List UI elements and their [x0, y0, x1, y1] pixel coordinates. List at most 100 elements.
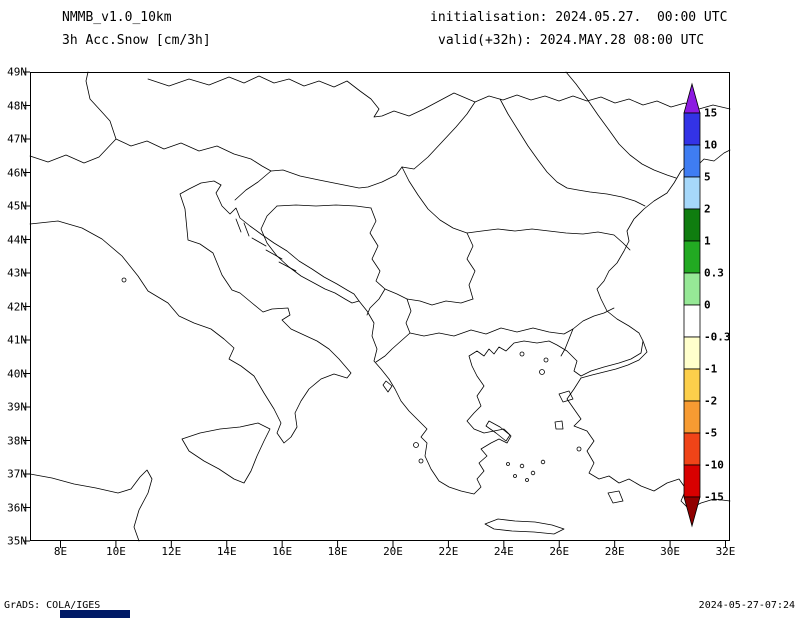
colorbar-tick-label: 0.3: [704, 266, 724, 280]
colorbar-arrow-bottom: [683, 496, 701, 528]
island-rhodes: [607, 490, 624, 504]
lon-tick-label: 12E: [161, 545, 182, 558]
border-austria-italy-slovenia: [115, 138, 272, 172]
island-cyclades-3: [540, 459, 546, 465]
colorbar-segment: [683, 176, 701, 210]
lon-tick-label: 20E: [383, 545, 403, 558]
border-dniester: [565, 71, 677, 179]
island-lesbos: [558, 390, 574, 403]
border-bosnia-west: [260, 205, 360, 304]
init-time: initialisation: 2024.05.27. 00:00 UTC: [430, 10, 728, 25]
colorbar-tick-label: 0: [704, 298, 711, 312]
lat-tick-label: 36N: [7, 501, 27, 514]
islands-croatian-5: [243, 222, 250, 237]
lat-tick-label: 39N: [7, 400, 27, 414]
border-kosovo-macedonia: [384, 288, 474, 306]
colorbar-segment: [683, 304, 701, 338]
border-north-czech-slovakia-hungary: [147, 75, 476, 118]
border-prut-moldova: [499, 98, 646, 207]
valid-time: valid(+32h): 2024.MAY.28 08:00 UTC: [438, 33, 705, 48]
colorbar-segment: [683, 464, 701, 498]
colorbar-segment: [683, 400, 701, 434]
lon-tick-label: 16E: [272, 545, 293, 558]
colorbar-tick-label: 10: [704, 138, 718, 152]
island-corfu: [382, 380, 393, 393]
lon-tick-label: 28E: [604, 545, 625, 558]
lat-tick-label: 45N: [7, 199, 27, 213]
colorbar-tick-label: -5: [704, 426, 718, 440]
axis-ticks: [23, 71, 727, 548]
island-elba: [121, 277, 127, 283]
lat-tick-label: 35N: [7, 534, 27, 548]
colorbar-tick-label: 15: [704, 106, 718, 120]
map-frame: [30, 72, 730, 541]
island-limnos: [539, 369, 545, 375]
colorbar-segment: [683, 272, 701, 306]
island-cyclades-2: [530, 470, 536, 476]
border-danube-romania-bulgaria: [466, 228, 631, 251]
colorbar-segment: [683, 432, 701, 466]
colorbar-segment: [683, 240, 701, 274]
colorbar-tick-label: -10: [704, 458, 724, 472]
colorbar-tick-label: 1: [704, 234, 711, 248]
lat-tick-label: 46N: [7, 166, 27, 179]
grads-logo: [60, 610, 130, 618]
coastline-marmara-south: [580, 340, 648, 379]
island-crete: [484, 518, 565, 535]
colorbar-tick-label: -2: [704, 394, 718, 408]
lon-tick-label: 10E: [105, 545, 126, 558]
colorbar-segment: [683, 112, 701, 146]
island-cyclades-5: [506, 462, 510, 466]
lat-tick-label: 41N: [7, 333, 27, 347]
island-samothrace: [543, 357, 549, 363]
border-slovenia-croatia-hungary: [234, 166, 403, 201]
coastlines: [29, 149, 731, 542]
coastline-balkans-greece-blacksea: [215, 149, 731, 495]
island-kefalonia: [413, 442, 419, 448]
lat-tick-label: 42N: [7, 300, 27, 313]
lat-tick-label: 38N: [7, 434, 27, 447]
border-ukraine-north: [474, 94, 731, 110]
variable-title: 3h Acc.Snow [cm/3h]: [62, 33, 211, 48]
colorbar-arrow-top: [683, 82, 701, 114]
border-bulgaria-turkey: [572, 307, 615, 330]
lat-tick-label: 48N: [7, 99, 27, 112]
lat-tick-label: 40N: [7, 367, 27, 380]
island-sicily: [181, 422, 271, 484]
border-sava-croatia-bosnia: [276, 204, 372, 209]
border-albania-greece: [375, 332, 411, 363]
islands-croatian-1: [251, 237, 267, 247]
lat-tick-label: 44N: [7, 233, 27, 246]
border-alps-west: [29, 71, 117, 164]
country-borders: [29, 71, 731, 363]
map-canvas: [23, 71, 731, 548]
border-greece-turkey: [560, 328, 574, 357]
colorbar-segment: [683, 208, 701, 242]
colorbar-tick-label: 2: [704, 202, 711, 216]
border-serbia-bulgaria: [466, 232, 476, 300]
lat-tick-label: 43N: [7, 266, 27, 280]
lon-tick-label: 18E: [327, 545, 348, 558]
island-cyclades-4: [513, 474, 517, 478]
lon-tick-label: 30E: [660, 545, 681, 558]
lon-tick-label: 32E: [715, 545, 736, 558]
colorbar-tick-label: -0.3: [704, 330, 731, 344]
lat-tick-label: 37N: [7, 467, 27, 481]
islands-croatian-3: [278, 261, 297, 272]
border-hungary-romania: [401, 101, 476, 170]
island-samos: [576, 446, 582, 452]
border-serbia-romania: [401, 166, 468, 234]
creation-timestamp: 2024-05-27-07:24: [698, 600, 795, 611]
model-title: NMMB_v1.0_10km: [62, 10, 172, 25]
islands-croatian-4: [235, 218, 242, 233]
island-zakynthos: [418, 458, 424, 464]
lon-tick-label: 22E: [438, 545, 459, 558]
lon-tick-label: 26E: [549, 545, 570, 558]
colorbar-segment: [683, 144, 701, 178]
lat-tick-label: 49N: [7, 65, 27, 79]
island-cyclades-1: [519, 463, 525, 469]
border-greece-bulgaria: [470, 327, 574, 335]
island-cyclades-6: [525, 478, 529, 482]
island-chios: [554, 420, 564, 430]
